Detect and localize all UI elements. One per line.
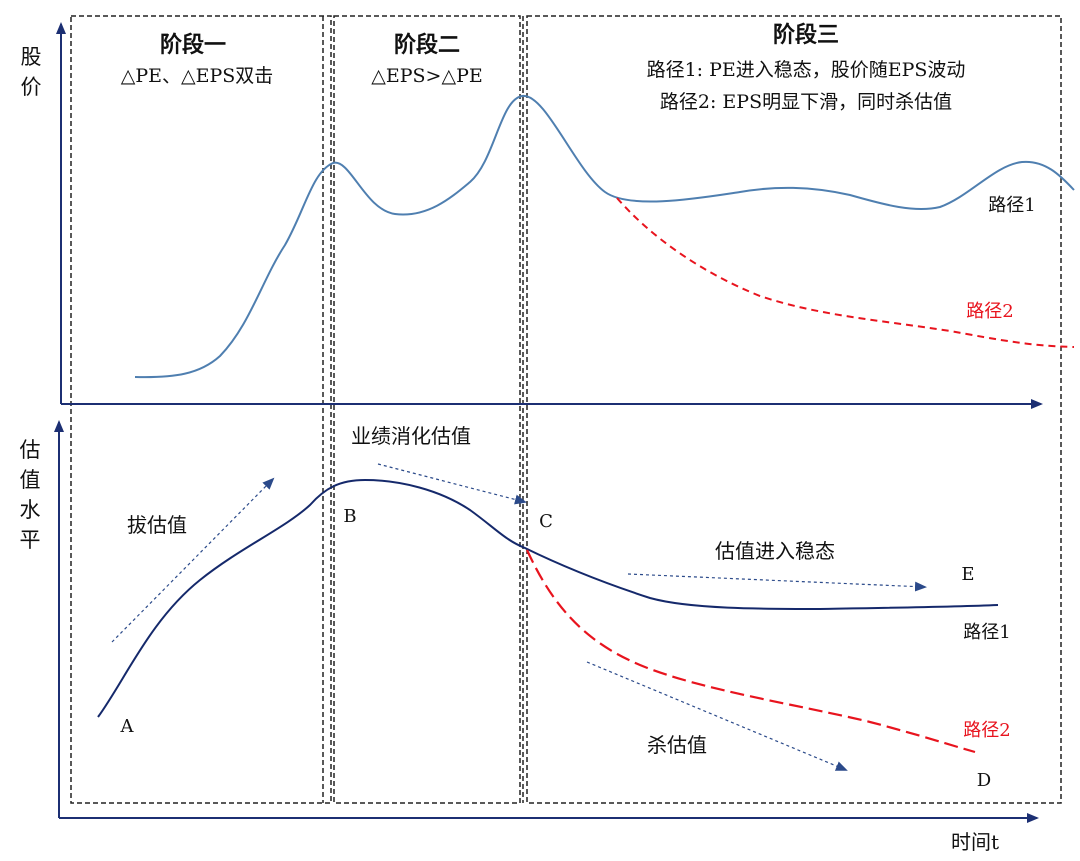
point-label-a: A: [120, 716, 135, 737]
bottom-xlabel: 时间t: [951, 830, 999, 854]
bottom-path2-label: 路径2: [963, 720, 1010, 741]
point-label-b: B: [343, 506, 356, 527]
point-label-e: E: [961, 564, 974, 585]
stage-3-path2-desc: 路径2: EPS明显下滑，同时杀估值: [660, 91, 952, 113]
bottom-ylabel-char-3: 水: [20, 498, 41, 522]
point-label-d: D: [977, 770, 991, 791]
kill-valuation-arrow: [586, 661, 848, 771]
valuation-path1-curve: [97, 478, 999, 718]
stock-price-path2-curve: [616, 197, 1075, 348]
stage-box-1: [70, 15, 332, 804]
bottom-ylabel-char-1: 估: [20, 438, 41, 462]
stage-box-2: [333, 15, 521, 804]
bottom-ylabel-char-2: 值: [20, 468, 41, 492]
stage-3-path1-desc: 路径1: PE进入稳态，股价随EPS波动: [647, 59, 966, 81]
annotation-digest: 业绩消化估值: [351, 424, 471, 448]
top-ylabel-char-2: 价: [21, 75, 42, 99]
annotation-kill: 杀估值: [647, 733, 707, 757]
steady-valuation-arrow: [627, 573, 927, 592]
bottom-ylabel-char-4: 平: [20, 528, 41, 552]
raise-valuation-arrow: [111, 477, 275, 643]
annotation-steady: 估值进入稳态: [715, 539, 835, 563]
top-ylabel-char-1: 股: [21, 45, 42, 69]
valuation-path2-curve: [526, 549, 976, 754]
annotation-raise: 拔估值: [127, 513, 187, 537]
top-path2-label: 路径2: [966, 301, 1013, 322]
point-label-c: C: [539, 511, 553, 532]
stage-1-subtitle: △PE、△EPS双击: [121, 65, 274, 87]
top-path1-label: 路径1: [988, 195, 1035, 216]
stage-1-title: 阶段一: [160, 32, 226, 58]
stage-2-subtitle: △EPS>△PE: [371, 65, 482, 87]
stock-price-path1-curve: [134, 94, 1075, 379]
stage-box-3: [526, 15, 1062, 804]
bottom-path1-label: 路径1: [963, 622, 1010, 643]
stage-2-title: 阶段二: [394, 32, 460, 58]
digest-valuation-arrow: [377, 463, 527, 505]
stage-3-title: 阶段三: [773, 22, 839, 48]
